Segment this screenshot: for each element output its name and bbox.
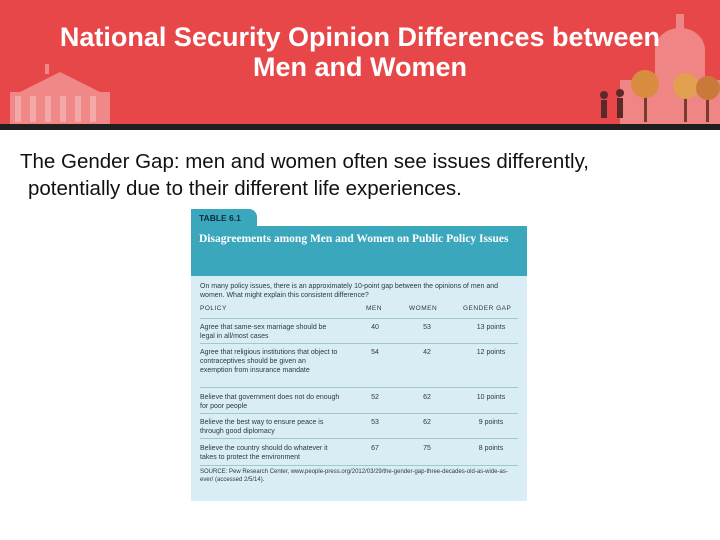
- row-policy: Agree that religious institutions that o…: [200, 349, 338, 374]
- slide-subtitle: The Gender Gap: men and women often see …: [20, 148, 710, 202]
- table-intro: On many policy issues, there is an appro…: [200, 283, 499, 299]
- row-gap: 13 points: [476, 324, 506, 331]
- row-men: 54: [371, 349, 379, 356]
- divider: [200, 318, 518, 319]
- divider: [200, 465, 518, 466]
- divider: [200, 438, 518, 439]
- subtitle-line-1: The Gender Gap: men and women often see …: [20, 150, 590, 173]
- row-men: 53: [371, 419, 379, 426]
- table-source: SOURCE: Pew Research Center, www.people-…: [200, 469, 508, 483]
- banner-divider: [0, 124, 720, 130]
- table-body: On many policy issues, there is an appro…: [191, 276, 527, 501]
- row-women: 53: [423, 324, 431, 331]
- row-gap: 9 points: [478, 419, 504, 426]
- col-men: MEN: [366, 305, 382, 312]
- row-women: 75: [423, 445, 431, 452]
- col-women: WOMEN: [409, 305, 438, 312]
- slide-title: National Security Opinion Differences be…: [0, 22, 720, 82]
- row-policy: Believe the best way to ensure peace is …: [200, 419, 324, 435]
- row-policy: Believe that government does not do enou…: [200, 394, 340, 410]
- divider: [200, 343, 518, 344]
- table-column-headers: POLICY MEN WOMEN GENDER GAP: [191, 305, 527, 315]
- table-heading: Disagreements among Men and Women on Pub…: [191, 226, 527, 276]
- row-policy: Believe the country should do whatever i…: [200, 445, 328, 461]
- row-women: 62: [423, 419, 431, 426]
- title-line-2: Men and Women: [252, 52, 467, 82]
- row-men: 40: [371, 324, 379, 331]
- col-policy: POLICY: [200, 305, 227, 312]
- divider: [200, 413, 518, 414]
- row-policy: Agree that same-sex marriage should be l…: [200, 324, 327, 340]
- title-banner: National Security Opinion Differences be…: [0, 0, 720, 124]
- title-line-1: National Security Opinion Differences be…: [59, 22, 661, 52]
- table-label: TABLE 6.1: [191, 209, 257, 227]
- subtitle-line-2: potentially due to their different life …: [28, 177, 462, 200]
- divider: [200, 387, 518, 388]
- row-gap: 10 points: [476, 394, 506, 401]
- row-gap: 8 points: [478, 445, 504, 452]
- row-women: 62: [423, 394, 431, 401]
- col-gap: GENDER GAP: [463, 305, 512, 312]
- row-women: 42: [423, 349, 431, 356]
- row-gap: 12 points: [476, 349, 506, 356]
- policy-table: TABLE 6.1 Disagreements among Men and Wo…: [191, 209, 527, 501]
- row-men: 67: [371, 445, 379, 452]
- row-men: 52: [371, 394, 379, 401]
- capitol-illustration: [10, 14, 720, 124]
